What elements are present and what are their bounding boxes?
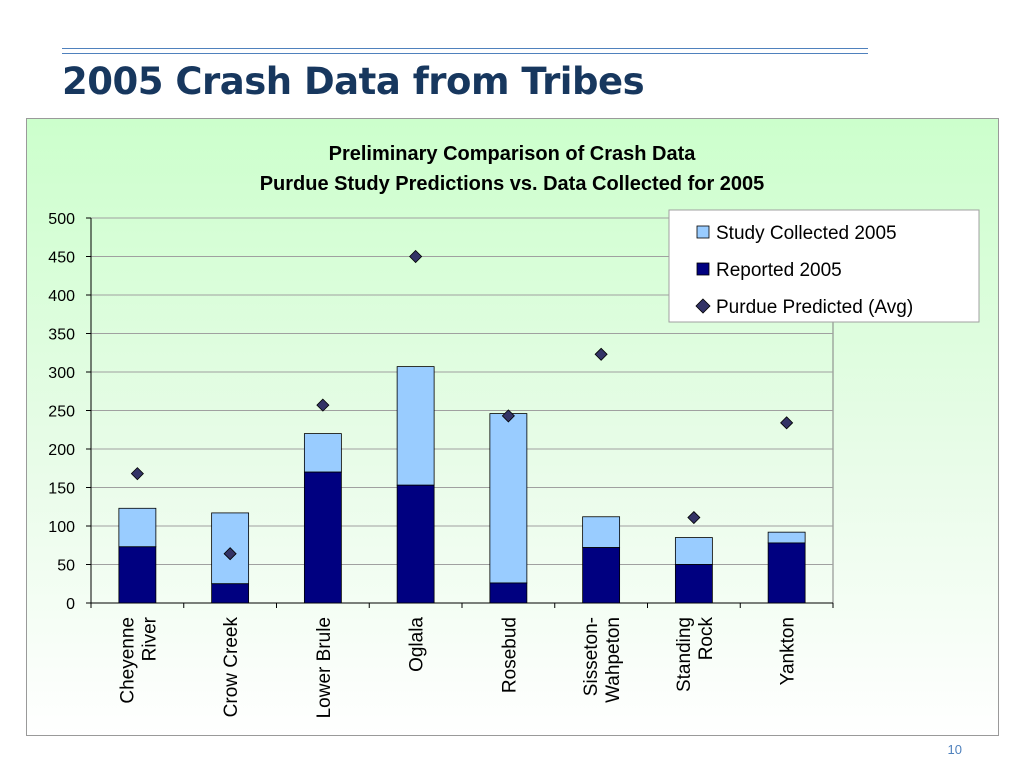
y-tick-label: 350 xyxy=(48,327,75,344)
y-tick-label: 500 xyxy=(48,211,75,228)
marker-purdue-predicted xyxy=(130,467,144,481)
marker-purdue-predicted xyxy=(594,347,608,361)
y-tick-label: 300 xyxy=(48,365,75,382)
legend-swatch-study-collected xyxy=(696,225,710,239)
bar-reported xyxy=(118,546,157,604)
chart-title-line-1: Preliminary Comparison of Crash Data xyxy=(329,143,697,165)
legend-label: Study Collected 2005 xyxy=(716,223,897,244)
bar-reported xyxy=(396,484,435,604)
x-category-label: Sisseton-Wahpeton xyxy=(581,617,624,703)
bar-reported xyxy=(767,542,806,604)
bar-study-collected xyxy=(489,413,528,584)
marker-purdue-predicted xyxy=(223,547,237,561)
marker-purdue-predicted xyxy=(316,398,330,412)
bar-reported xyxy=(303,471,342,604)
marker-purdue-predicted xyxy=(501,409,515,423)
bar-study-collected xyxy=(396,366,435,486)
bar-study-collected xyxy=(582,516,621,548)
bar-study-collected xyxy=(303,433,342,473)
bar-study-collected xyxy=(767,531,806,544)
legend-box xyxy=(668,209,980,323)
crash-data-chart: Preliminary Comparison of Crash Data Purd… xyxy=(48,143,980,718)
y-tick-label: 200 xyxy=(48,442,75,459)
header-rule-top xyxy=(62,48,868,49)
chart-area: Preliminary Comparison of Crash Data Purd… xyxy=(26,118,999,736)
x-category-label: Oglala xyxy=(407,617,428,672)
marker-purdue-predicted xyxy=(780,416,794,430)
chart-title-line-2: Purdue Study Predictions vs. Data Collec… xyxy=(260,173,765,195)
bar-reported xyxy=(674,564,713,604)
legend-label: Purdue Predicted (Avg) xyxy=(716,297,913,318)
slide-title: 2005 Crash Data from Tribes xyxy=(62,60,645,103)
bar-reported xyxy=(582,547,621,604)
y-tick-label: 450 xyxy=(48,250,75,267)
page-number: 10 xyxy=(947,742,962,757)
y-tick-label: 150 xyxy=(48,481,75,498)
y-tick-label: 400 xyxy=(48,288,75,305)
legend-label: Reported 2005 xyxy=(716,260,842,281)
x-category-label: Lower Brule xyxy=(314,617,335,718)
y-tick-label: 50 xyxy=(57,558,75,575)
y-tick-label: 100 xyxy=(48,519,75,536)
bar-study-collected xyxy=(674,537,713,565)
marker-purdue-predicted xyxy=(409,249,423,264)
bar-reported xyxy=(489,582,528,604)
x-category-label: StandingRock xyxy=(674,617,717,693)
x-category-label: Rosebud xyxy=(499,617,520,693)
x-category-label: Yankton xyxy=(778,617,799,685)
y-tick-label: 250 xyxy=(48,404,75,421)
y-tick-label: 0 xyxy=(66,596,75,613)
bar-study-collected xyxy=(118,507,157,548)
x-category-label: Crow Creek xyxy=(221,617,242,718)
x-category-label: CheyenneRiver xyxy=(117,616,160,703)
marker-purdue-predicted xyxy=(687,510,701,525)
bar-reported xyxy=(211,583,250,604)
legend-swatch-reported xyxy=(696,262,710,276)
header-rule-bottom xyxy=(62,53,868,54)
legend-swatch-predicted xyxy=(695,298,711,314)
